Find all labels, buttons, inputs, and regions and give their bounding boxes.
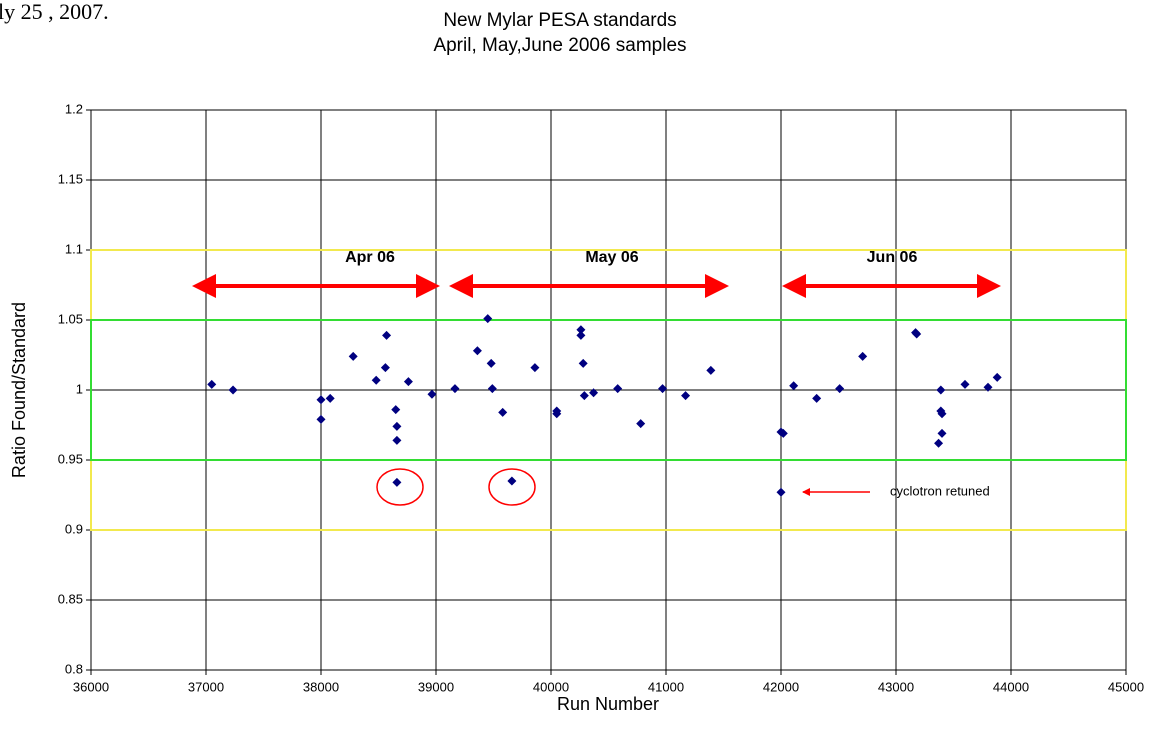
corner-text: ly 25 , 2007. <box>0 0 109 24</box>
data-point <box>392 435 402 445</box>
data-point <box>937 409 947 419</box>
data-point <box>589 388 599 398</box>
data-point <box>382 330 392 340</box>
data-point <box>325 393 335 403</box>
x-tick-label: 40000 <box>533 679 569 694</box>
reference-band <box>90 319 1127 461</box>
data-point <box>912 329 922 339</box>
data-point <box>936 385 946 395</box>
data-point <box>403 377 413 387</box>
y-axis-title: Ratio Found/Standard <box>9 302 29 478</box>
y-tick-label: 1 <box>76 381 83 396</box>
y-tick-label: 1.15 <box>58 171 83 186</box>
data-point <box>579 391 589 401</box>
x-tick-label: 36000 <box>73 679 109 694</box>
month-label: May 06 <box>585 249 638 266</box>
y-tick-label: 0.85 <box>58 591 83 606</box>
chart-subtitle: April, May,June 2006 samples <box>433 35 686 56</box>
data-point <box>392 477 402 487</box>
data-point <box>937 428 947 438</box>
month-label: Apr 06 <box>345 249 395 266</box>
x-tick-label: 41000 <box>648 679 684 694</box>
data-point <box>498 407 508 417</box>
highlight-circle <box>488 468 536 506</box>
data-point <box>835 384 845 394</box>
data-point <box>681 391 691 401</box>
data-point <box>706 365 716 375</box>
highlight-circle <box>376 468 424 506</box>
y-tick-label: 1.1 <box>65 241 83 256</box>
data-point <box>472 346 482 356</box>
data-point <box>613 384 623 394</box>
data-point <box>776 487 786 497</box>
data-point <box>778 428 788 438</box>
data-point <box>960 379 970 389</box>
data-point <box>392 421 402 431</box>
data-point <box>858 351 868 361</box>
x-tick-label: 38000 <box>303 679 339 694</box>
y-tick-label: 1.05 <box>58 311 83 326</box>
data-point <box>552 409 562 419</box>
data-point <box>992 372 1002 382</box>
data-point <box>789 381 799 391</box>
data-point <box>450 384 460 394</box>
data-point <box>658 384 668 394</box>
data-point <box>427 389 437 399</box>
data-point <box>207 379 217 389</box>
x-tick-label: 39000 <box>418 679 454 694</box>
x-axis-title: Run Number <box>557 694 659 714</box>
data-point <box>316 414 326 424</box>
data-point <box>487 384 497 394</box>
x-tick-label: 37000 <box>188 679 224 694</box>
data-point <box>483 314 493 324</box>
data-point <box>391 405 401 415</box>
data-point <box>530 363 540 373</box>
x-tick-label: 45000 <box>1108 679 1144 694</box>
data-point <box>576 330 586 340</box>
y-tick-label: 0.9 <box>65 521 83 536</box>
data-point <box>228 385 238 395</box>
data-point <box>636 419 646 429</box>
data-point <box>934 438 944 448</box>
note-label: cyclotron retuned <box>890 483 990 498</box>
x-tick-label: 44000 <box>993 679 1029 694</box>
data-point <box>348 351 358 361</box>
data-point <box>316 395 326 405</box>
y-tick-label: 1.2 <box>65 101 83 116</box>
data-point <box>578 358 588 368</box>
y-tick-label: 0.8 <box>65 661 83 676</box>
y-tick-label: 0.95 <box>58 451 83 466</box>
data-point <box>812 393 822 403</box>
data-point <box>576 325 586 335</box>
data-point <box>507 476 517 486</box>
data-point <box>983 382 993 392</box>
data-point <box>486 358 496 368</box>
x-tick-label: 43000 <box>878 679 914 694</box>
data-point <box>380 363 390 373</box>
data-point <box>371 375 381 385</box>
x-tick-label: 42000 <box>763 679 799 694</box>
month-label: Jun 06 <box>867 249 918 266</box>
chart-title: New Mylar PESA standards <box>443 10 676 31</box>
